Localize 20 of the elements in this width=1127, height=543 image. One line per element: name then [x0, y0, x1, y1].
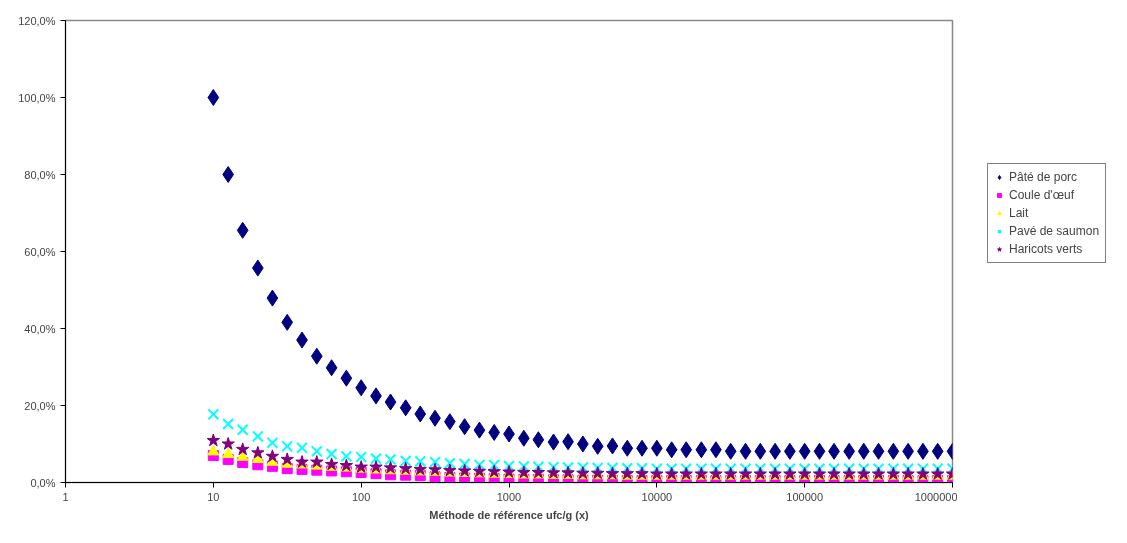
x-tick-label: 1000000: [914, 490, 958, 503]
x-tick-label: 100: [351, 490, 371, 503]
legend-label: Coule d'œuf: [1009, 188, 1074, 202]
y-tick-label: 20,0%: [24, 399, 56, 412]
x-tick-label: 10000: [641, 490, 673, 503]
legend-label: Haricots verts: [1009, 242, 1083, 256]
y-tick-label: 0,0%: [30, 476, 56, 489]
legend-label: Lait: [1009, 206, 1029, 220]
x-tick-label: 1000: [496, 490, 522, 503]
legend-label: Pâté de porc: [1009, 170, 1078, 184]
x-tick-label: 10: [207, 490, 220, 503]
x-axis-title: Méthode de référence ufc/g (x): [429, 508, 590, 521]
y-tick-label: 80,0%: [24, 168, 56, 181]
legend-label: Pavé de saumon: [1009, 224, 1100, 238]
y-tick-label: 120,0%: [18, 14, 56, 27]
x-tick-label: 1: [62, 490, 69, 503]
y-tick-label: 40,0%: [24, 322, 56, 335]
x-tick-label: 100000: [786, 490, 824, 503]
y-tick-label: 60,0%: [24, 245, 56, 258]
y-tick-label: 100,0%: [18, 91, 56, 104]
